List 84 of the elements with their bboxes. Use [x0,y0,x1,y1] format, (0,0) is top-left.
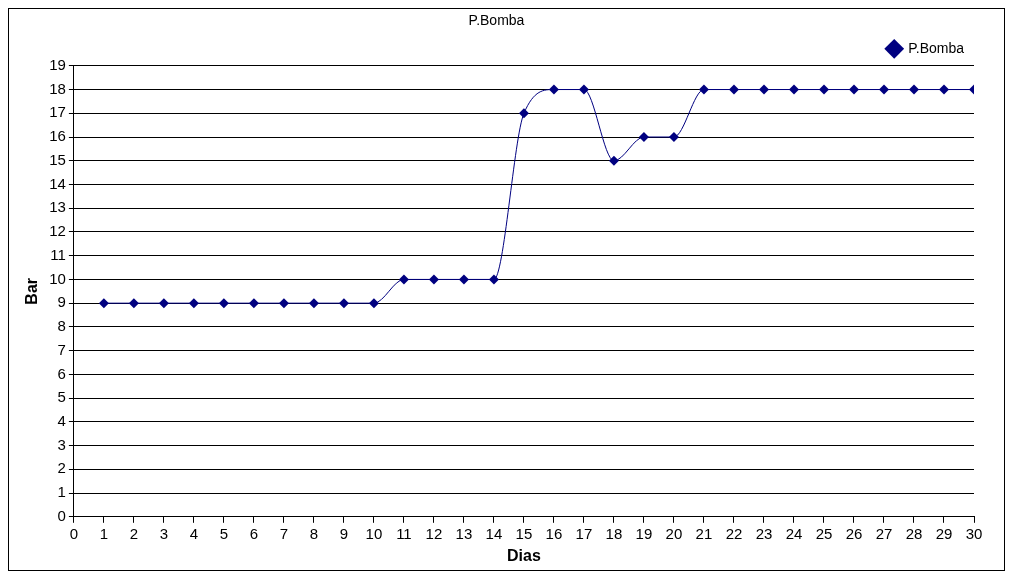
y-tick-label: 14 [49,174,66,192]
x-tick-label: 13 [455,524,473,542]
x-tick-label: 2 [129,524,139,542]
y-axis-title: Bar [23,277,41,305]
x-tick-label: 28 [905,524,923,542]
x-tick-label: 19 [635,524,653,542]
point [218,298,229,309]
point [338,298,349,309]
point [278,298,289,309]
point [608,155,619,166]
point [758,84,769,95]
point [878,84,889,95]
x-tick-label: 4 [189,524,199,542]
x-tick-label: 1 [99,524,109,542]
y-tick-label: 15 [49,150,66,168]
point [788,84,799,95]
x-tick-label: 14 [485,524,503,542]
x-tick-label: 22 [725,524,743,542]
x-tick-label: 23 [755,524,773,542]
y-tick-label: 9 [57,293,66,311]
point [458,274,469,285]
x-tick-label: 18 [605,524,623,542]
point [308,298,319,309]
y-tick-label: 19 [49,55,66,73]
x-tick-label: 16 [545,524,563,542]
point [728,84,739,95]
y-tick-label: 13 [49,198,66,216]
point [668,132,679,143]
point [939,84,949,95]
x-tick-label: 30 [965,524,983,542]
point [578,84,589,95]
x-tick-label: 12 [425,524,443,542]
x-tick-label: 9 [339,524,349,542]
y-tick-label: 10 [49,269,66,287]
y-tick-label: 7 [57,340,66,358]
y-tick-label: 1 [57,483,66,501]
x-tick-label: 26 [845,524,863,542]
point [158,298,169,309]
x-axis-title: Dias [507,546,541,564]
x-tick-label: 5 [219,524,229,542]
y-tick-label: 3 [57,435,66,453]
x-tick-label: 3 [159,524,169,542]
x-tick-label: 6 [249,524,259,542]
point [518,108,529,119]
point [128,298,139,309]
x-tick-label: 10 [365,524,383,542]
y-tick-label: 11 [50,245,66,263]
x-tick-label: 25 [815,524,833,542]
x-tick-label: 7 [279,524,289,542]
y-tick-label: 8 [57,317,66,335]
y-tick-label: 4 [57,411,66,429]
x-tick-label: 20 [665,524,683,542]
point [188,298,199,309]
point [548,84,559,95]
point [428,274,439,285]
y-tick-label: 18 [49,79,66,97]
point [98,298,109,309]
x-tick-label: 17 [575,524,593,542]
x-tick-label: 0 [69,524,79,542]
y-tick-label: 17 [49,103,66,121]
point [398,274,409,285]
x-tick-label: 8 [309,524,319,542]
point [368,298,379,309]
y-tick-label: 2 [57,459,66,477]
x-tick-label: 27 [875,524,893,542]
point [698,84,709,95]
x-tick-label: 24 [785,524,803,542]
y-tick-label: 6 [57,364,66,382]
point [818,84,829,95]
y-tick-label: 5 [57,388,66,406]
legend-label: P.Bomba [908,39,965,56]
point [638,132,649,143]
x-tick-label: 15 [515,524,533,542]
chart-title: P.Bomba [468,12,525,29]
x-tick-label: 21 [695,524,713,542]
y-tick-label: 16 [49,127,66,145]
y-tick-label: 0 [57,506,66,524]
point [248,298,259,309]
x-tick-label: 29 [935,524,953,542]
point [488,274,499,285]
point [908,84,919,95]
y-tick-label: 12 [49,222,66,240]
x-tick-label: 11 [396,524,412,542]
point [848,84,859,95]
